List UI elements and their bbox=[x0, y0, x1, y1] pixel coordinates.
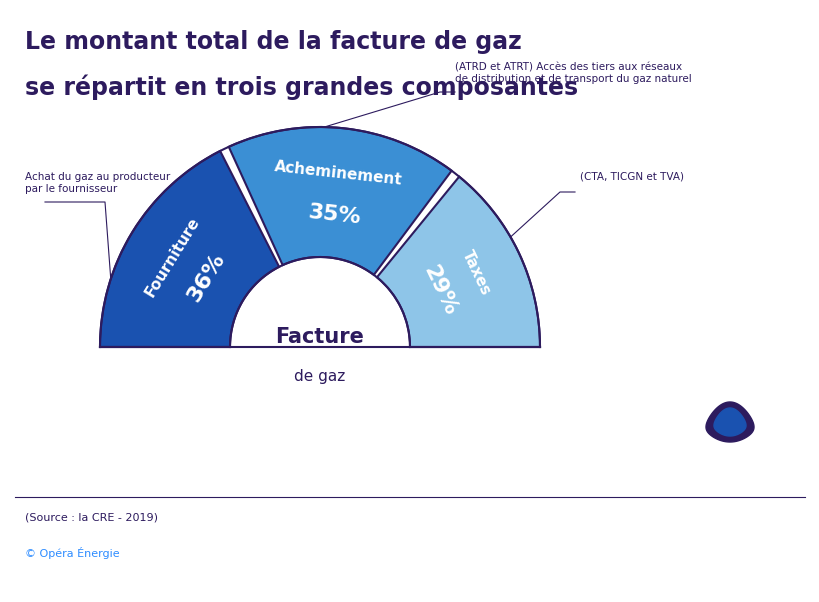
Text: Taxes: Taxes bbox=[459, 248, 493, 298]
Text: Fourniture: Fourniture bbox=[143, 214, 202, 299]
Text: Acheminement: Acheminement bbox=[274, 159, 403, 187]
Text: 29%: 29% bbox=[419, 262, 460, 318]
Polygon shape bbox=[713, 408, 745, 436]
Text: © Opéra Énergie: © Opéra Énergie bbox=[25, 547, 120, 559]
Text: Le montant total de la facture de gaz: Le montant total de la facture de gaz bbox=[25, 30, 521, 54]
Wedge shape bbox=[229, 127, 451, 275]
Text: (Source : la CRE - 2019): (Source : la CRE - 2019) bbox=[25, 512, 158, 522]
Text: 36%: 36% bbox=[184, 250, 229, 305]
Text: 35%: 35% bbox=[306, 202, 361, 228]
Text: Achat du gaz au producteur
par le fournisseur: Achat du gaz au producteur par le fourni… bbox=[25, 172, 170, 194]
Polygon shape bbox=[705, 402, 753, 442]
Wedge shape bbox=[377, 176, 540, 347]
Wedge shape bbox=[100, 151, 278, 347]
Text: (ATRD et ATRT) Accès des tiers aux réseaux
de distribution et de transport du ga: (ATRD et ATRT) Accès des tiers aux résea… bbox=[455, 62, 691, 84]
Text: (CTA, TICGN et TVA): (CTA, TICGN et TVA) bbox=[579, 172, 683, 182]
Text: se répartit en trois grandes composantes: se répartit en trois grandes composantes bbox=[25, 74, 577, 99]
Text: de gaz: de gaz bbox=[294, 370, 345, 385]
Text: Facture: Facture bbox=[275, 327, 364, 347]
